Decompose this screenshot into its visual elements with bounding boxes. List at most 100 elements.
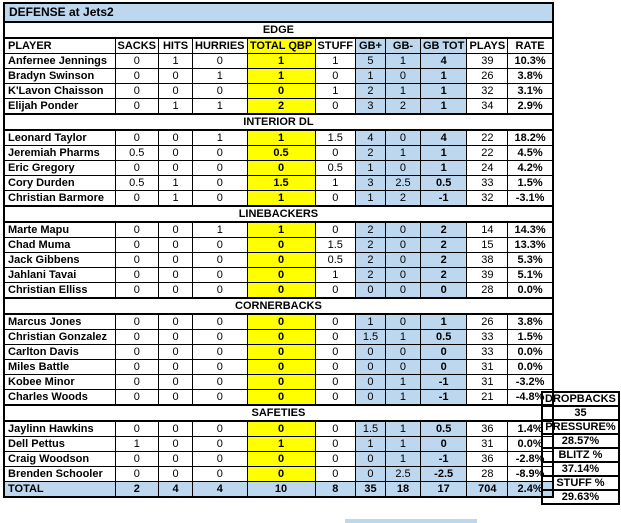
- cell-gb-tot[interactable]: 2: [419, 221, 468, 238]
- cell-plays[interactable]: 22: [466, 129, 509, 146]
- cell-total-qbp[interactable]: 0: [246, 344, 316, 360]
- cell-gb-tot[interactable]: 2: [419, 252, 468, 268]
- cell-hurries[interactable]: 0: [192, 389, 248, 406]
- cell-hits[interactable]: 1: [158, 53, 194, 69]
- total-cell-gb-minus[interactable]: 18: [384, 481, 421, 498]
- cell-hurries[interactable]: 0: [192, 83, 248, 99]
- cell-rate[interactable]: 13.3%: [507, 237, 554, 253]
- player-name-cell[interactable]: Marcus Jones: [3, 313, 116, 330]
- column-header-gb-minus[interactable]: GB-: [384, 37, 421, 54]
- cell-sacks[interactable]: 0: [114, 53, 160, 69]
- cell-sacks[interactable]: 0: [114, 466, 160, 482]
- cell-gb-plus[interactable]: 0: [354, 359, 386, 375]
- cell-plays[interactable]: 32: [466, 190, 509, 207]
- cell-stuff[interactable]: 0: [314, 221, 356, 238]
- cell-gb-plus[interactable]: 1.5: [354, 420, 386, 437]
- player-name-cell[interactable]: Christian Barmore: [3, 190, 116, 207]
- cell-total-qbp[interactable]: 0: [246, 237, 316, 253]
- cell-gb-minus[interactable]: 0: [384, 282, 421, 299]
- cell-hurries[interactable]: 1: [192, 68, 248, 84]
- cell-stuff[interactable]: 0.5: [314, 252, 356, 268]
- player-name-cell[interactable]: Marte Mapu: [3, 221, 116, 238]
- cell-total-qbp[interactable]: 0: [246, 252, 316, 268]
- total-cell-hurries[interactable]: 4: [192, 481, 248, 498]
- pressure-value[interactable]: 28.57%: [541, 433, 620, 449]
- cell-plays[interactable]: 39: [466, 267, 509, 283]
- cell-hits[interactable]: 0: [158, 252, 194, 268]
- cell-hits[interactable]: 0: [158, 237, 194, 253]
- cell-gb-tot[interactable]: -1: [419, 190, 468, 207]
- cell-gb-plus[interactable]: 0: [354, 282, 386, 299]
- cell-gb-plus[interactable]: 0: [354, 344, 386, 360]
- cell-gb-tot[interactable]: 0.5: [419, 329, 468, 345]
- cell-hits[interactable]: 0: [158, 389, 194, 406]
- cell-gb-plus[interactable]: 0: [354, 451, 386, 467]
- cell-stuff[interactable]: 1: [314, 175, 356, 191]
- cell-hits[interactable]: 0: [158, 145, 194, 161]
- cell-stuff[interactable]: 0: [314, 436, 356, 452]
- cell-hits[interactable]: 0: [158, 160, 194, 176]
- cell-gb-tot[interactable]: 2: [419, 267, 468, 283]
- cell-total-qbp[interactable]: 0: [246, 420, 316, 437]
- cell-gb-plus[interactable]: 2: [354, 252, 386, 268]
- cell-plays[interactable]: 21: [466, 389, 509, 406]
- cell-hurries[interactable]: 1: [192, 98, 248, 115]
- total-cell-plays[interactable]: 704: [466, 481, 509, 498]
- cell-gb-minus[interactable]: 1: [384, 53, 421, 69]
- cell-hits[interactable]: 0: [158, 374, 194, 390]
- cell-hurries[interactable]: 0: [192, 53, 248, 69]
- total-cell-total-qbp[interactable]: 10: [246, 481, 316, 498]
- cell-gb-tot[interactable]: 1: [419, 98, 468, 115]
- cell-gb-plus[interactable]: 5: [354, 53, 386, 69]
- cell-gb-plus[interactable]: 4: [354, 129, 386, 146]
- cell-total-qbp[interactable]: 0: [246, 466, 316, 482]
- cell-gb-minus[interactable]: 1: [384, 329, 421, 345]
- cell-sacks[interactable]: 0: [114, 420, 160, 437]
- cell-gb-tot[interactable]: -1: [419, 374, 468, 390]
- section-header-cornerbacks[interactable]: CORNERBACKS: [3, 297, 554, 315]
- cell-total-qbp[interactable]: 1: [246, 53, 316, 69]
- cell-stuff[interactable]: 0: [314, 420, 356, 437]
- cell-sacks[interactable]: 0: [114, 221, 160, 238]
- cell-plays[interactable]: 24: [466, 160, 509, 176]
- cell-plays[interactable]: 28: [466, 466, 509, 482]
- cell-plays[interactable]: 14: [466, 221, 509, 238]
- cell-gb-tot[interactable]: 1: [419, 313, 468, 330]
- cell-sacks[interactable]: 0: [114, 329, 160, 345]
- player-name-cell[interactable]: Christian Elliss: [3, 282, 116, 299]
- player-name-cell[interactable]: Chad Muma: [3, 237, 116, 253]
- cell-plays[interactable]: 38: [466, 252, 509, 268]
- cell-stuff[interactable]: 1: [314, 83, 356, 99]
- cell-gb-minus[interactable]: 2.5: [384, 466, 421, 482]
- column-header-stuff[interactable]: STUFF: [314, 37, 356, 54]
- cell-rate[interactable]: 1.5%: [507, 329, 554, 345]
- player-name-cell[interactable]: Craig Woodson: [3, 451, 116, 467]
- cell-hits[interactable]: 0: [158, 344, 194, 360]
- stuff-label[interactable]: STUFF %: [541, 475, 620, 491]
- column-header-rate[interactable]: RATE: [507, 37, 554, 54]
- cell-gb-minus[interactable]: 2: [384, 190, 421, 207]
- cell-total-qbp[interactable]: 0: [246, 313, 316, 330]
- player-name-cell[interactable]: Kobee Minor: [3, 374, 116, 390]
- cell-hurries[interactable]: 1: [192, 221, 248, 238]
- cell-stuff[interactable]: 0: [314, 451, 356, 467]
- cell-total-qbp[interactable]: 1: [246, 190, 316, 207]
- player-name-cell[interactable]: Carlton Davis: [3, 344, 116, 360]
- cell-rate[interactable]: 1.5%: [507, 175, 554, 191]
- cell-hurries[interactable]: 0: [192, 374, 248, 390]
- cell-gb-tot[interactable]: 1: [419, 83, 468, 99]
- player-name-cell[interactable]: Jahlani Tavai: [3, 267, 116, 283]
- cell-hurries[interactable]: 0: [192, 359, 248, 375]
- cell-rate[interactable]: 2.9%: [507, 98, 554, 115]
- cell-gb-minus[interactable]: 1: [384, 436, 421, 452]
- cell-gb-plus[interactable]: 1: [354, 190, 386, 207]
- cell-gb-plus[interactable]: 3: [354, 175, 386, 191]
- cell-total-qbp[interactable]: 0: [246, 282, 316, 299]
- cell-gb-minus[interactable]: 1: [384, 451, 421, 467]
- cell-sacks[interactable]: 0: [114, 129, 160, 146]
- cell-rate[interactable]: 0.0%: [507, 282, 554, 299]
- cell-stuff[interactable]: 1: [314, 267, 356, 283]
- cell-sacks[interactable]: 0: [114, 359, 160, 375]
- cell-hurries[interactable]: 1: [192, 129, 248, 146]
- cell-sacks[interactable]: 1: [114, 436, 160, 452]
